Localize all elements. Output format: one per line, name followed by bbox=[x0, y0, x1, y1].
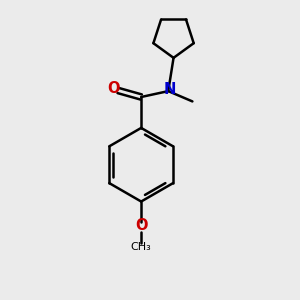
Text: O: O bbox=[107, 81, 120, 96]
Text: N: N bbox=[163, 82, 176, 97]
Text: CH₃: CH₃ bbox=[131, 242, 152, 253]
Text: O: O bbox=[135, 218, 147, 233]
